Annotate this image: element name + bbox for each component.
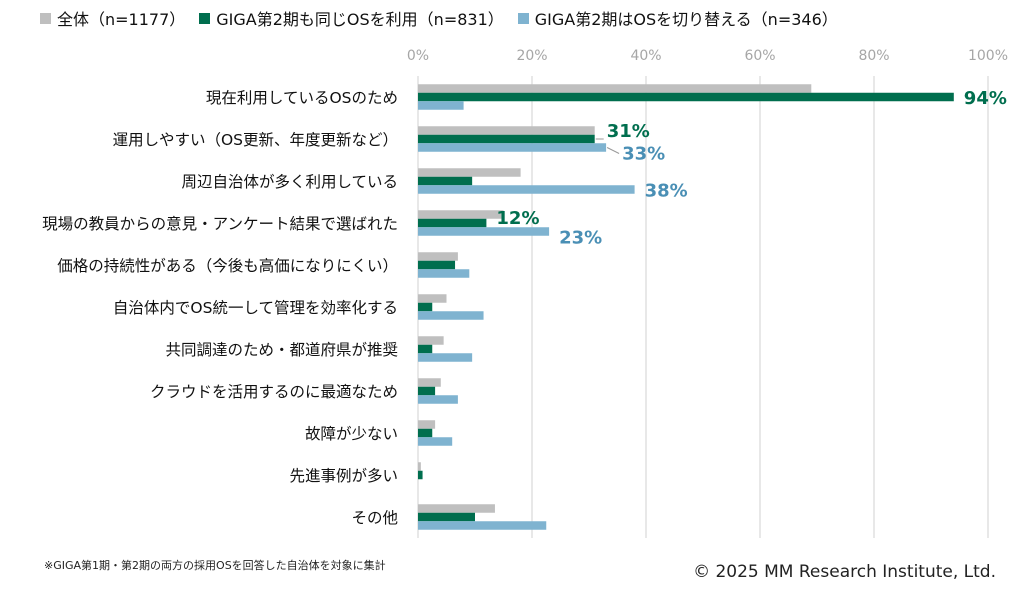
x-tick-label: 100% bbox=[968, 48, 1008, 64]
x-tick-label: 80% bbox=[858, 48, 889, 64]
data-label: 31% bbox=[607, 121, 650, 142]
bar bbox=[418, 269, 470, 278]
x-tick-label: 60% bbox=[744, 48, 775, 64]
bar bbox=[418, 134, 595, 144]
bar bbox=[418, 395, 458, 404]
legend-swatch-switch-os bbox=[517, 12, 529, 24]
bar bbox=[418, 512, 475, 522]
legend-item-same-os: GIGA第2期も同じOSを利用（n=831） bbox=[199, 6, 504, 30]
bar bbox=[418, 428, 433, 438]
bar bbox=[418, 252, 458, 261]
bar bbox=[418, 218, 487, 228]
category-label: 自治体内でOS統一して管理を効率化する bbox=[113, 299, 398, 317]
x-tick-label: 40% bbox=[630, 48, 661, 64]
category-label: その他 bbox=[351, 509, 398, 527]
legend-label-same-os: GIGA第2期も同じOSを利用（n=831） bbox=[216, 10, 504, 29]
chart-legend: 全体（n=1177） GIGA第2期も同じOSを利用（n=831） GIGA第2… bbox=[40, 6, 838, 30]
bar bbox=[418, 101, 464, 110]
category-label: 故障が少ない bbox=[305, 425, 398, 443]
bar bbox=[418, 176, 473, 186]
bar bbox=[418, 386, 436, 396]
x-tick-label: 20% bbox=[516, 48, 547, 64]
bar bbox=[418, 84, 812, 93]
legend-item-switch-os: GIGA第2期はOSを切り替える（n=346） bbox=[517, 6, 838, 30]
legend-item-all: 全体（n=1177） bbox=[40, 6, 185, 30]
data-label: 12% bbox=[496, 208, 539, 229]
legend-label-all: 全体（n=1177） bbox=[57, 10, 186, 29]
bar bbox=[418, 353, 473, 362]
legend-label-switch-os: GIGA第2期はOSを切り替える（n=346） bbox=[534, 10, 838, 29]
data-label: 94% bbox=[964, 88, 1007, 109]
category-label: 価格の持続性がある（今後も高価になりにくい） bbox=[57, 257, 398, 275]
footnote: ※GIGA第1期・第2期の両方の採用OSを回答した自治体を対象に集計 bbox=[44, 559, 386, 572]
category-label: 現在利用しているOSのため bbox=[206, 89, 398, 107]
bar bbox=[418, 92, 954, 102]
category-label: 共同調達のため・都道府県が推奨 bbox=[165, 341, 398, 359]
bar bbox=[418, 437, 453, 446]
bar bbox=[418, 302, 433, 312]
bar bbox=[418, 227, 550, 236]
bar bbox=[418, 344, 433, 354]
x-tick-label: 0% bbox=[407, 48, 429, 64]
bar bbox=[418, 294, 447, 303]
bar bbox=[418, 378, 441, 387]
bar bbox=[418, 504, 495, 513]
bar bbox=[418, 143, 607, 152]
bar bbox=[418, 126, 595, 135]
bar bbox=[418, 470, 423, 480]
bar bbox=[418, 521, 547, 530]
category-label: 先進事例が多い bbox=[289, 467, 398, 485]
data-label: 23% bbox=[559, 228, 602, 249]
data-label-leader bbox=[606, 147, 620, 154]
bar bbox=[418, 168, 521, 177]
bar bbox=[418, 260, 456, 270]
bar bbox=[418, 462, 421, 471]
bar bbox=[418, 311, 484, 320]
bar bbox=[418, 336, 444, 345]
bar bbox=[418, 210, 504, 219]
legend-swatch-same-os bbox=[199, 12, 211, 24]
category-label: 運用しやすい（OS更新、年度更新など） bbox=[113, 131, 398, 149]
copyright: © 2025 MM Research Institute, Ltd. bbox=[693, 562, 996, 582]
category-label: 現場の教員からの意見・アンケート結果で選ばれた bbox=[42, 214, 398, 233]
data-label: 38% bbox=[645, 181, 688, 202]
bar bbox=[418, 185, 635, 194]
data-label: 33% bbox=[622, 144, 665, 165]
legend-swatch-all bbox=[40, 12, 51, 24]
category-label: クラウドを活用するのに最適なため bbox=[150, 383, 398, 401]
category-label: 周辺自治体が多く利用している bbox=[181, 173, 398, 191]
bar bbox=[418, 420, 436, 429]
